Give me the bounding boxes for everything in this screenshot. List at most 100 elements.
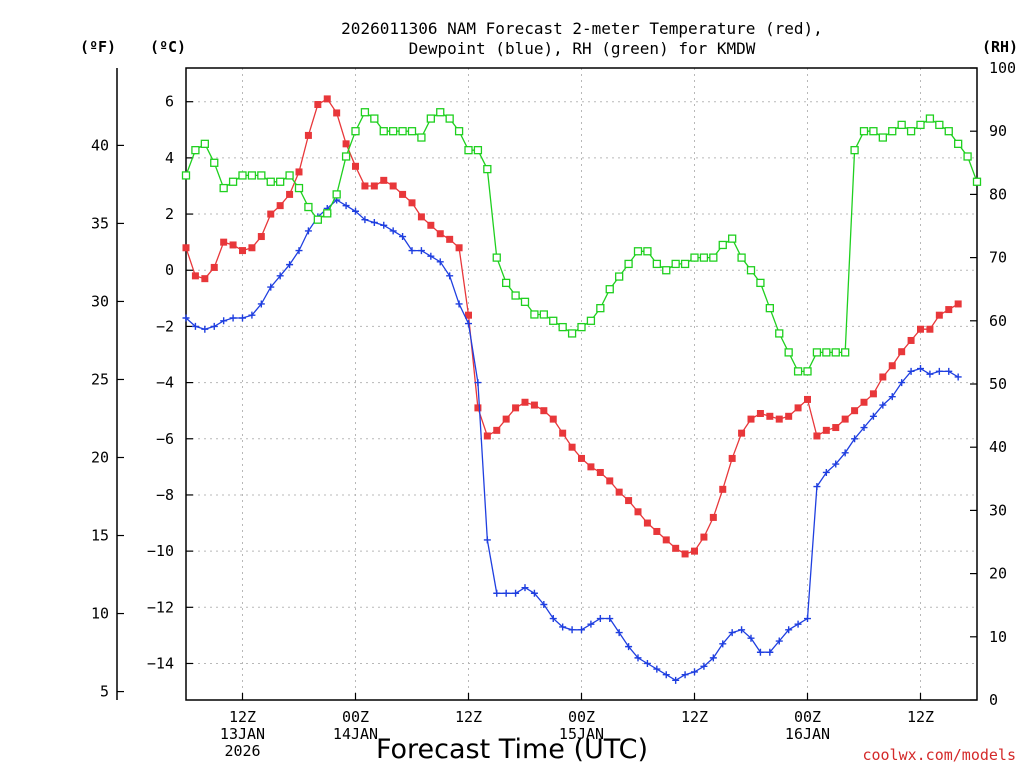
temperature-point: [559, 429, 567, 437]
rh-point: [746, 266, 756, 275]
temperature-point: [653, 527, 661, 535]
temperature-point: [662, 536, 670, 544]
dewpoint-point: [841, 449, 849, 457]
rh-point: [549, 316, 558, 325]
temperature-point: [672, 544, 680, 552]
dewpoint-point: [945, 367, 953, 375]
dewpoint-point: [352, 207, 359, 215]
temperature-point: [530, 401, 538, 409]
rh-tick-label: 30: [989, 501, 1007, 519]
dewpoint-point: [568, 626, 576, 634]
fahrenheit-unit-label: (ºF): [80, 38, 116, 56]
dewpoint-point: [785, 626, 793, 634]
temperature-point: [399, 190, 407, 198]
rh-point: [417, 133, 426, 142]
rh-point: [662, 266, 671, 275]
dewpoint-point: [201, 325, 209, 333]
dewpoint-point: [465, 320, 472, 328]
temperature-point: [314, 101, 322, 109]
rh-point: [652, 259, 661, 269]
rh-tick-label: 0: [989, 691, 998, 709]
temperature-point: [512, 404, 520, 412]
fahrenheit-tick-label: 15: [91, 527, 109, 545]
rh-unit-label: (RH): [982, 38, 1018, 56]
dewpoint-point: [578, 626, 585, 634]
dewpoint-point: [869, 412, 877, 420]
fahrenheit-tick-label: 40: [91, 136, 109, 154]
rh-point: [756, 278, 765, 288]
rh-point: [859, 127, 869, 136]
rh-point: [238, 171, 247, 180]
rh-point: [935, 120, 944, 130]
rh-point: [558, 322, 567, 332]
dewpoint-point: [935, 367, 943, 375]
celsius-tick-label: 4: [165, 149, 174, 167]
dewpoint-point: [408, 247, 416, 255]
rh-point: [737, 253, 746, 262]
temperature-point: [455, 244, 463, 252]
dewpoint-point: [512, 589, 520, 597]
rh-point: [351, 127, 360, 136]
temperature-point: [926, 325, 934, 333]
dewpoint-point: [389, 227, 397, 235]
rh-point: [511, 291, 520, 300]
rh-point: [577, 322, 586, 332]
rh-point: [191, 146, 200, 155]
chart-title-line1: 2026011306 NAM Forecast 2-meter Temperat…: [341, 19, 823, 38]
rh-point: [492, 253, 501, 262]
celsius-tick-label: 2: [165, 205, 174, 223]
rh-point: [445, 114, 454, 123]
dewpoint-point: [417, 247, 425, 255]
x-tick-label: 14JAN: [333, 725, 378, 743]
temperature-point: [220, 238, 228, 246]
dewpoint-point: [822, 468, 830, 476]
rh-point: [539, 310, 548, 319]
rh-point: [313, 215, 322, 224]
temperature-point: [898, 348, 906, 356]
temperature-point: [493, 426, 501, 434]
temperature-point: [691, 547, 698, 555]
celsius-tick-label: −4: [156, 374, 174, 392]
temperature-point: [210, 263, 218, 271]
x-tick-label: 12Z: [681, 708, 708, 726]
chart-title-line2: Dewpoint (blue), RH (green) for KMDW: [409, 39, 756, 58]
dewpoint-point: [898, 379, 906, 387]
plot-frame: [185, 67, 978, 701]
dewpoint-point: [304, 227, 312, 235]
rh-point: [793, 367, 803, 376]
dewpoint-point: [926, 370, 934, 378]
dewpoint-point: [775, 637, 783, 645]
rh-point: [850, 146, 859, 155]
rh-point: [869, 127, 878, 136]
temperature-point: [549, 415, 557, 423]
dewpoint-point: [276, 272, 284, 280]
celsius-tick-label: −10: [147, 542, 174, 560]
rh-point: [304, 202, 313, 212]
temperature-point: [596, 468, 604, 476]
temperature-point: [634, 508, 642, 516]
rh-point: [200, 139, 209, 148]
temperature-point: [248, 244, 256, 252]
temperature-point: [945, 306, 953, 314]
temperature-point: [606, 477, 614, 485]
rh-point: [765, 304, 774, 313]
temperature-point: [935, 311, 943, 319]
rh-point: [878, 133, 887, 142]
dewpoint-point: [794, 620, 802, 628]
temperature-point: [417, 213, 425, 221]
dewpoint-point: [455, 300, 463, 308]
fahrenheit-tick-label: 30: [91, 292, 109, 310]
rh-point: [285, 171, 294, 180]
x-tick-label: 12Z: [229, 708, 256, 726]
temperature-point: [804, 395, 811, 403]
temperature-point: [427, 221, 435, 229]
rh-point: [454, 127, 464, 136]
temperature-point: [191, 272, 199, 280]
temperature-point: [709, 513, 717, 521]
x-axis-title: Forecast Time (UTC): [376, 734, 648, 765]
temperature-point: [775, 415, 783, 423]
rh-point: [633, 247, 643, 256]
rh-point: [181, 171, 191, 180]
rh-point: [473, 146, 483, 155]
dewpoint-point: [700, 662, 708, 670]
